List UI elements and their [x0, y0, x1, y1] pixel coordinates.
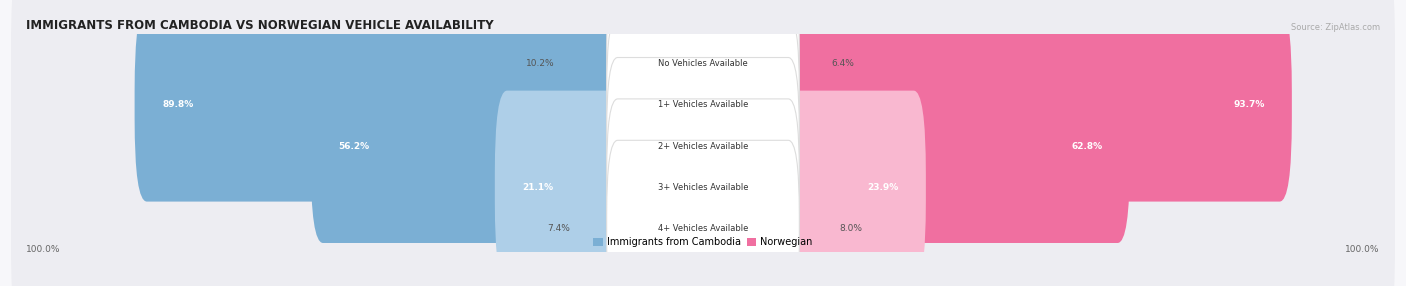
FancyBboxPatch shape — [776, 8, 1292, 202]
Text: 8.0%: 8.0% — [839, 225, 862, 233]
Text: 93.7%: 93.7% — [1233, 100, 1264, 109]
Text: 2+ Vehicles Available: 2+ Vehicles Available — [658, 142, 748, 151]
FancyBboxPatch shape — [11, 108, 1395, 286]
Text: 3+ Vehicles Available: 3+ Vehicles Available — [658, 183, 748, 192]
FancyBboxPatch shape — [311, 49, 630, 243]
FancyBboxPatch shape — [606, 0, 800, 152]
FancyBboxPatch shape — [553, 0, 630, 160]
FancyBboxPatch shape — [606, 57, 800, 235]
Text: IMMIGRANTS FROM CAMBODIA VS NORWEGIAN VEHICLE AVAILABILITY: IMMIGRANTS FROM CAMBODIA VS NORWEGIAN VE… — [27, 19, 494, 32]
Legend: Immigrants from Cambodia, Norwegian: Immigrants from Cambodia, Norwegian — [589, 233, 817, 251]
FancyBboxPatch shape — [11, 67, 1395, 286]
Text: 4+ Vehicles Available: 4+ Vehicles Available — [658, 225, 748, 233]
FancyBboxPatch shape — [606, 99, 800, 276]
Text: 100.0%: 100.0% — [27, 245, 60, 254]
Text: 56.2%: 56.2% — [339, 142, 370, 151]
FancyBboxPatch shape — [11, 0, 1395, 225]
FancyBboxPatch shape — [776, 132, 842, 286]
FancyBboxPatch shape — [135, 8, 630, 202]
Text: 1+ Vehicles Available: 1+ Vehicles Available — [658, 100, 748, 109]
FancyBboxPatch shape — [606, 140, 800, 286]
Text: 7.4%: 7.4% — [547, 225, 569, 233]
Text: 100.0%: 100.0% — [1346, 245, 1379, 254]
Text: 6.4%: 6.4% — [831, 59, 853, 68]
Text: Source: ZipAtlas.com: Source: ZipAtlas.com — [1291, 23, 1379, 32]
Text: 89.8%: 89.8% — [162, 100, 193, 109]
FancyBboxPatch shape — [776, 0, 834, 160]
FancyBboxPatch shape — [776, 91, 927, 284]
Text: No Vehicles Available: No Vehicles Available — [658, 59, 748, 68]
FancyBboxPatch shape — [606, 16, 800, 193]
Text: 62.8%: 62.8% — [1071, 142, 1102, 151]
FancyBboxPatch shape — [567, 132, 630, 286]
FancyBboxPatch shape — [11, 26, 1395, 267]
FancyBboxPatch shape — [11, 0, 1395, 184]
FancyBboxPatch shape — [495, 91, 630, 284]
Text: 21.1%: 21.1% — [522, 183, 554, 192]
FancyBboxPatch shape — [776, 49, 1130, 243]
Text: 23.9%: 23.9% — [868, 183, 898, 192]
Text: 10.2%: 10.2% — [526, 59, 555, 68]
